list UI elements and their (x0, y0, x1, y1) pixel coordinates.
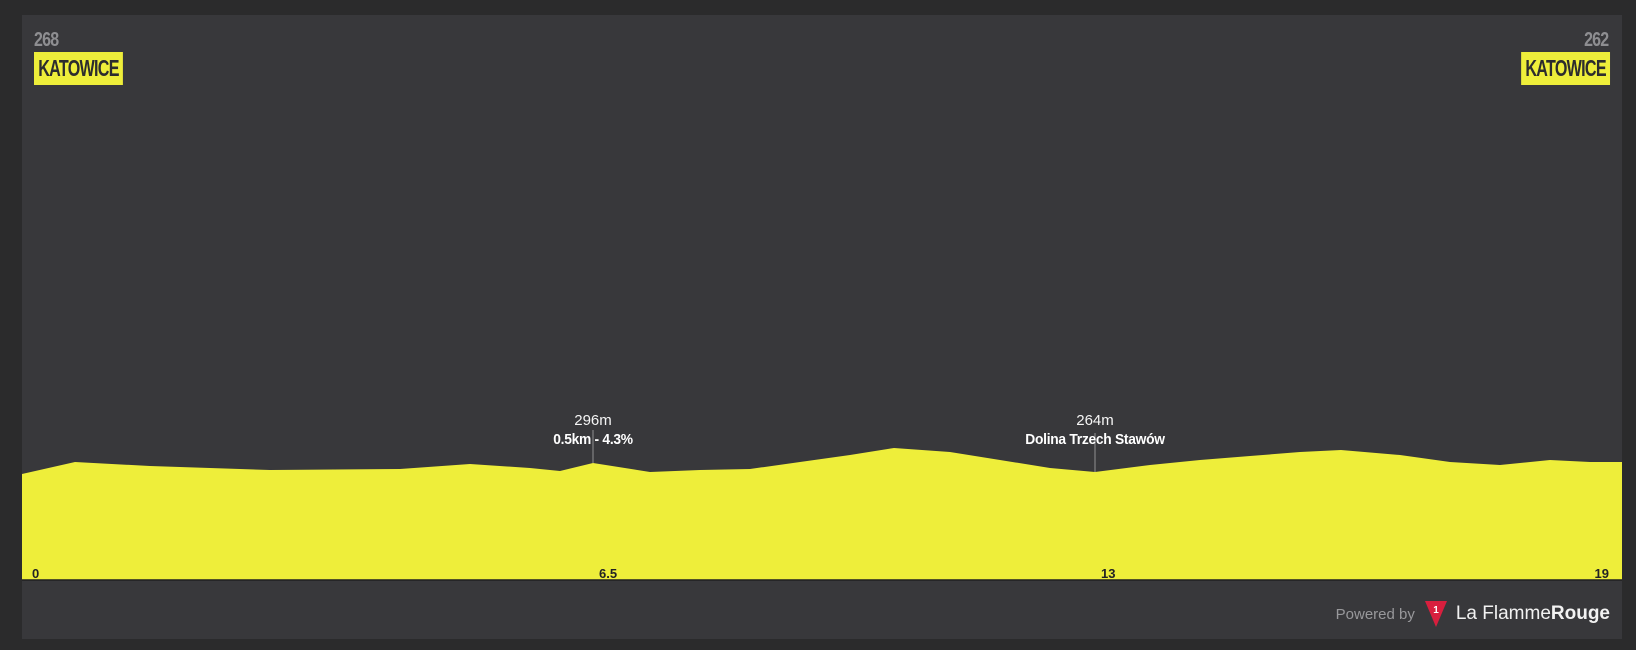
svg-text:1: 1 (1433, 605, 1439, 616)
